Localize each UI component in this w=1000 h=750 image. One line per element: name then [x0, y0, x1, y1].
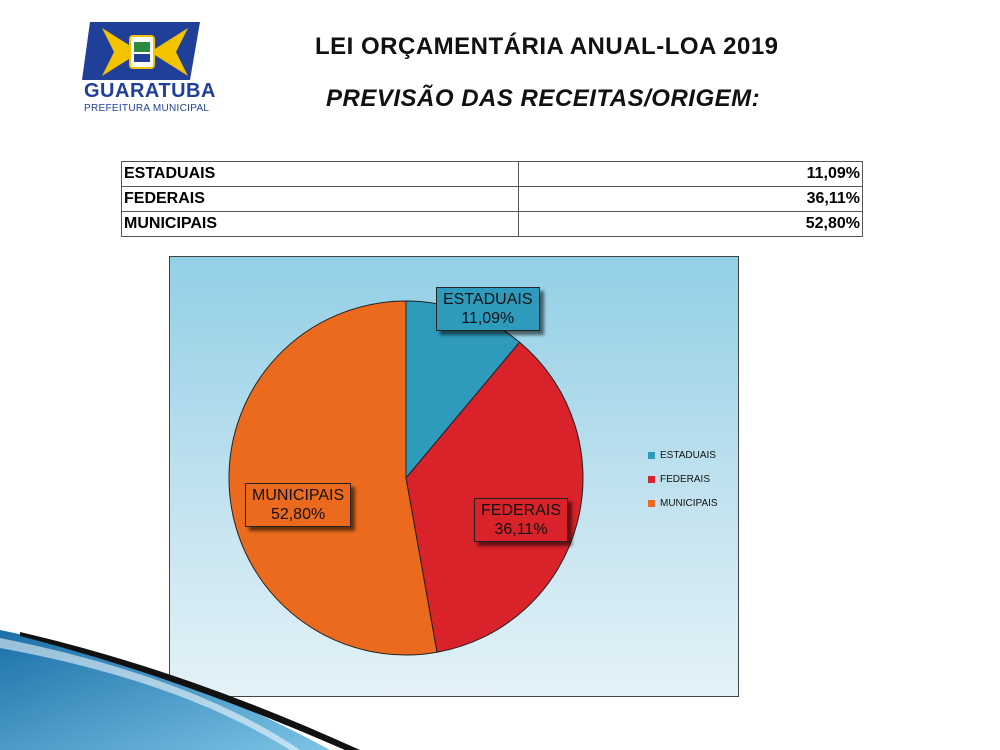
slice-label-value: 36,11% — [494, 521, 548, 538]
legend-swatch — [648, 475, 655, 483]
slice-label-estaduais: ESTADUAIS 11,09% — [436, 287, 540, 331]
decorative-swoosh — [0, 630, 360, 750]
row-label: ESTADUAIS — [121, 161, 519, 187]
slice-label-name: FEDERAIS — [481, 502, 562, 519]
slice-label-municipais: MUNICIPAIS 52,80% — [245, 483, 352, 527]
legend-item: ESTADUAIS — [648, 443, 718, 467]
row-label: FEDERAIS — [121, 186, 519, 212]
legend-swatch — [648, 499, 655, 507]
row-label: MUNICIPAIS — [121, 211, 519, 237]
flag-emblem-icon — [82, 22, 200, 80]
page-subtitle: PREVISÃO DAS RECEITAS/ORIGEM: — [326, 85, 761, 112]
revenue-table: ESTADUAIS 11,09% FEDERAIS 36,11% MUNICIP… — [121, 161, 863, 237]
page-title: LEI ORÇAMENTÁRIA ANUAL-LOA 2019 — [315, 33, 779, 60]
legend-label: MUNICIPAIS — [660, 497, 718, 509]
chart-legend: ESTADUAIS FEDERAIS MUNICIPAIS — [648, 443, 718, 515]
table-row: ESTADUAIS 11,09% — [121, 161, 863, 187]
slice-label-value: 52,80% — [270, 506, 326, 523]
legend-label: FEDERAIS — [660, 473, 711, 485]
slice-municipais — [228, 300, 438, 656]
table-row: MUNICIPAIS 52,80% — [121, 211, 863, 237]
pie-chart: ESTADUAIS 11,09% FEDERAIS 36,11% MUNICIP… — [169, 256, 739, 697]
slice-federais — [405, 341, 584, 653]
slice-label-value: 11,09% — [461, 310, 515, 327]
logo-subtitle: PREFEITURA MUNICIPAL — [84, 103, 210, 114]
row-value: 36,11% — [518, 186, 863, 212]
legend-item: MUNICIPAIS — [648, 491, 718, 515]
slice-label-name: ESTADUAIS — [443, 291, 533, 308]
logo: GUARATUBA PREFEITURA MUNICIPAL — [82, 22, 215, 114]
logo-wordmark: GUARATUBA — [84, 80, 216, 102]
slice-label-name: MUNICIPAIS — [252, 487, 345, 504]
pie-chart-plot — [228, 300, 584, 656]
row-value: 11,09% — [518, 161, 863, 187]
legend-swatch — [648, 451, 655, 459]
table-row: FEDERAIS 36,11% — [121, 186, 863, 212]
slice-label-federais: FEDERAIS 36,11% — [474, 498, 569, 542]
legend-item: FEDERAIS — [648, 467, 718, 491]
legend-label: ESTADUAIS — [660, 449, 716, 461]
row-value: 52,80% — [518, 211, 863, 237]
